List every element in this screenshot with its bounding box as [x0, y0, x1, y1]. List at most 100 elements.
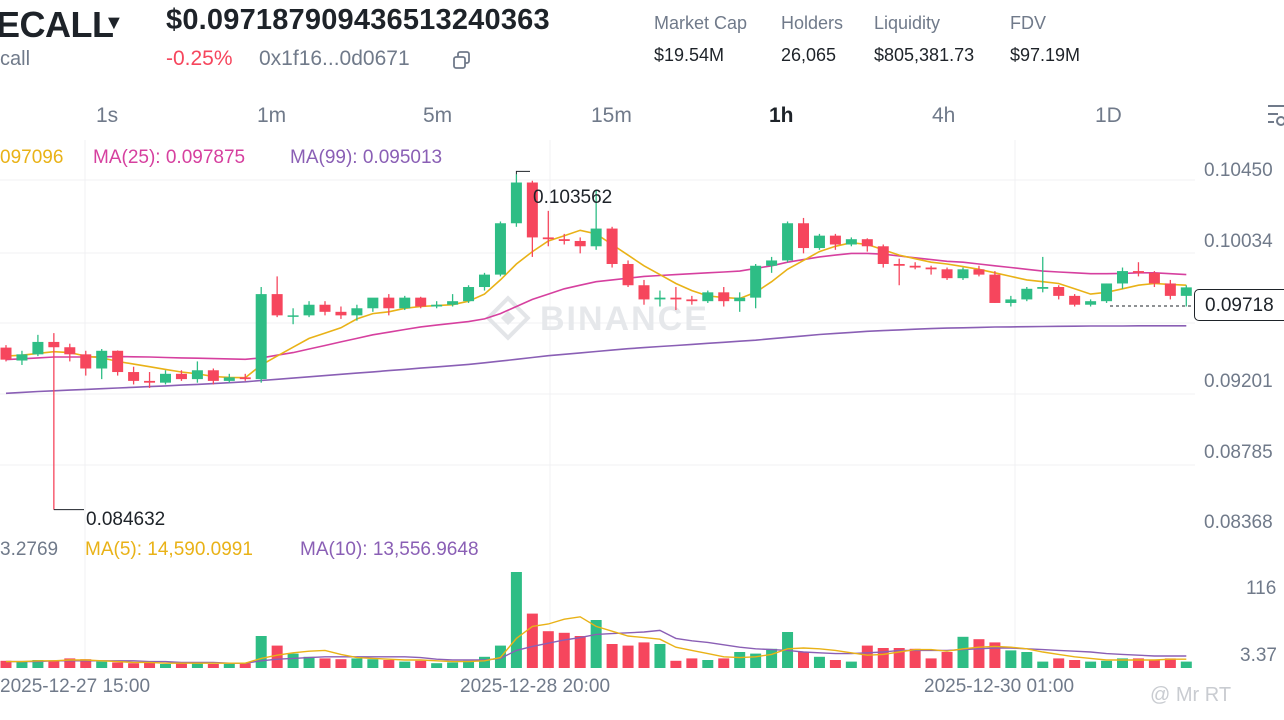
volume-bar [574, 636, 586, 668]
volume-bar [622, 645, 634, 668]
tab-4h[interactable]: 4h [932, 104, 956, 127]
candle [734, 292, 746, 312]
stat-fdv-value: $97.19M [1010, 45, 1081, 65]
volume-bar [670, 660, 682, 668]
candle [750, 263, 762, 309]
volume-ma10-legend: MA(10): 13,556.9648 [300, 539, 479, 560]
tab-1d[interactable]: 1D [1095, 104, 1122, 127]
ma99-line [5, 324, 1187, 395]
volume-bar [287, 653, 299, 668]
volume-bar [1164, 658, 1176, 668]
candle [287, 308, 299, 325]
volume-bar [1101, 660, 1113, 668]
candle [606, 226, 618, 268]
price-axis-label: 0.08785 [1204, 442, 1273, 463]
candle [303, 301, 315, 318]
current-price-tag: 0.09718 [1194, 289, 1284, 321]
candle [670, 287, 682, 311]
volume-bar [1180, 661, 1192, 668]
price-axis-label: 0.09201 [1204, 371, 1273, 392]
candle [1037, 256, 1049, 293]
low-price-label: 0.084632 [86, 509, 166, 530]
candle [1085, 299, 1097, 307]
candle [271, 276, 283, 318]
candle [239, 373, 251, 381]
volume-bar [447, 662, 459, 668]
tab-5m[interactable]: 5m [423, 104, 453, 127]
tab-15m[interactable]: 15m [591, 104, 632, 127]
volume-bar [542, 631, 554, 668]
volume-bar [399, 661, 411, 668]
price-axis-label: 0.10034 [1204, 231, 1273, 252]
candle [144, 372, 156, 388]
candle [64, 343, 76, 362]
volume-bar [925, 658, 937, 668]
candle [367, 297, 379, 312]
volume-bar [813, 656, 825, 668]
volume-axis-label: 3.37 [1240, 645, 1277, 666]
time-axis-label: 2025-12-28 20:00 [460, 676, 611, 697]
candle [319, 301, 331, 316]
volume-bar [702, 660, 714, 668]
volume-bar [526, 613, 538, 668]
candle [80, 350, 92, 376]
volume-bar [909, 648, 921, 668]
volume-bar [255, 636, 267, 668]
volume-legend: 3.2769 [0, 539, 59, 560]
copy-icon[interactable] [452, 50, 472, 70]
chevron-down-icon[interactable]: ▼ [104, 12, 124, 34]
candle [925, 265, 937, 275]
candle [48, 333, 60, 510]
candle [718, 287, 730, 307]
tab-1m[interactable]: 1m [257, 104, 287, 127]
ma7-legend: 097096 [0, 147, 64, 168]
candles [0, 174, 1192, 510]
candle [96, 349, 108, 380]
price-axis-label: 0.10450 [1204, 160, 1273, 181]
candle [1069, 294, 1081, 307]
ma25-line [5, 252, 1187, 361]
candle [813, 233, 825, 250]
ma99-legend: MA(99): 0.095013 [290, 147, 443, 168]
candle [415, 296, 427, 309]
volume-axis-label: 116 [1246, 578, 1277, 599]
volume-bar [798, 652, 809, 668]
volume-bar [335, 659, 347, 668]
candle [574, 237, 586, 254]
candle [431, 301, 443, 309]
chart-settings-icon[interactable] [1262, 102, 1284, 128]
volume-bar [1132, 658, 1144, 668]
candle [399, 295, 411, 311]
volume-bar [510, 572, 522, 668]
token-subtitle: call [0, 48, 31, 70]
candle [335, 306, 347, 319]
candle [766, 256, 778, 273]
volume-bar [1069, 660, 1081, 668]
tab-1s[interactable]: 1s [96, 104, 119, 127]
watermark-user: @ Mr RT [1150, 684, 1232, 706]
token-name[interactable]: ECALL [0, 4, 114, 45]
volume-bar [941, 652, 953, 668]
volume-bar [80, 659, 92, 668]
candle [1021, 287, 1033, 302]
volume-bar [112, 662, 124, 668]
volume-bar [367, 659, 379, 668]
volume-bar [638, 642, 650, 668]
volume-bar [239, 663, 251, 668]
volume-bar [16, 661, 28, 668]
candle [494, 221, 506, 277]
volume-bar [654, 644, 666, 668]
volume-bar [861, 645, 873, 668]
candle [1148, 271, 1160, 288]
volume-bar [415, 660, 427, 668]
volume-bar [877, 648, 889, 668]
volume-bar [989, 642, 1001, 668]
candle [909, 262, 921, 270]
stat-liquidity-value: $805,381.73 [874, 45, 975, 65]
candle [941, 267, 953, 280]
candle [686, 295, 698, 305]
tab-1h[interactable]: 1h [769, 104, 794, 127]
volume-bar [303, 656, 315, 668]
ma25-legend: MA(25): 0.097875 [93, 147, 246, 168]
